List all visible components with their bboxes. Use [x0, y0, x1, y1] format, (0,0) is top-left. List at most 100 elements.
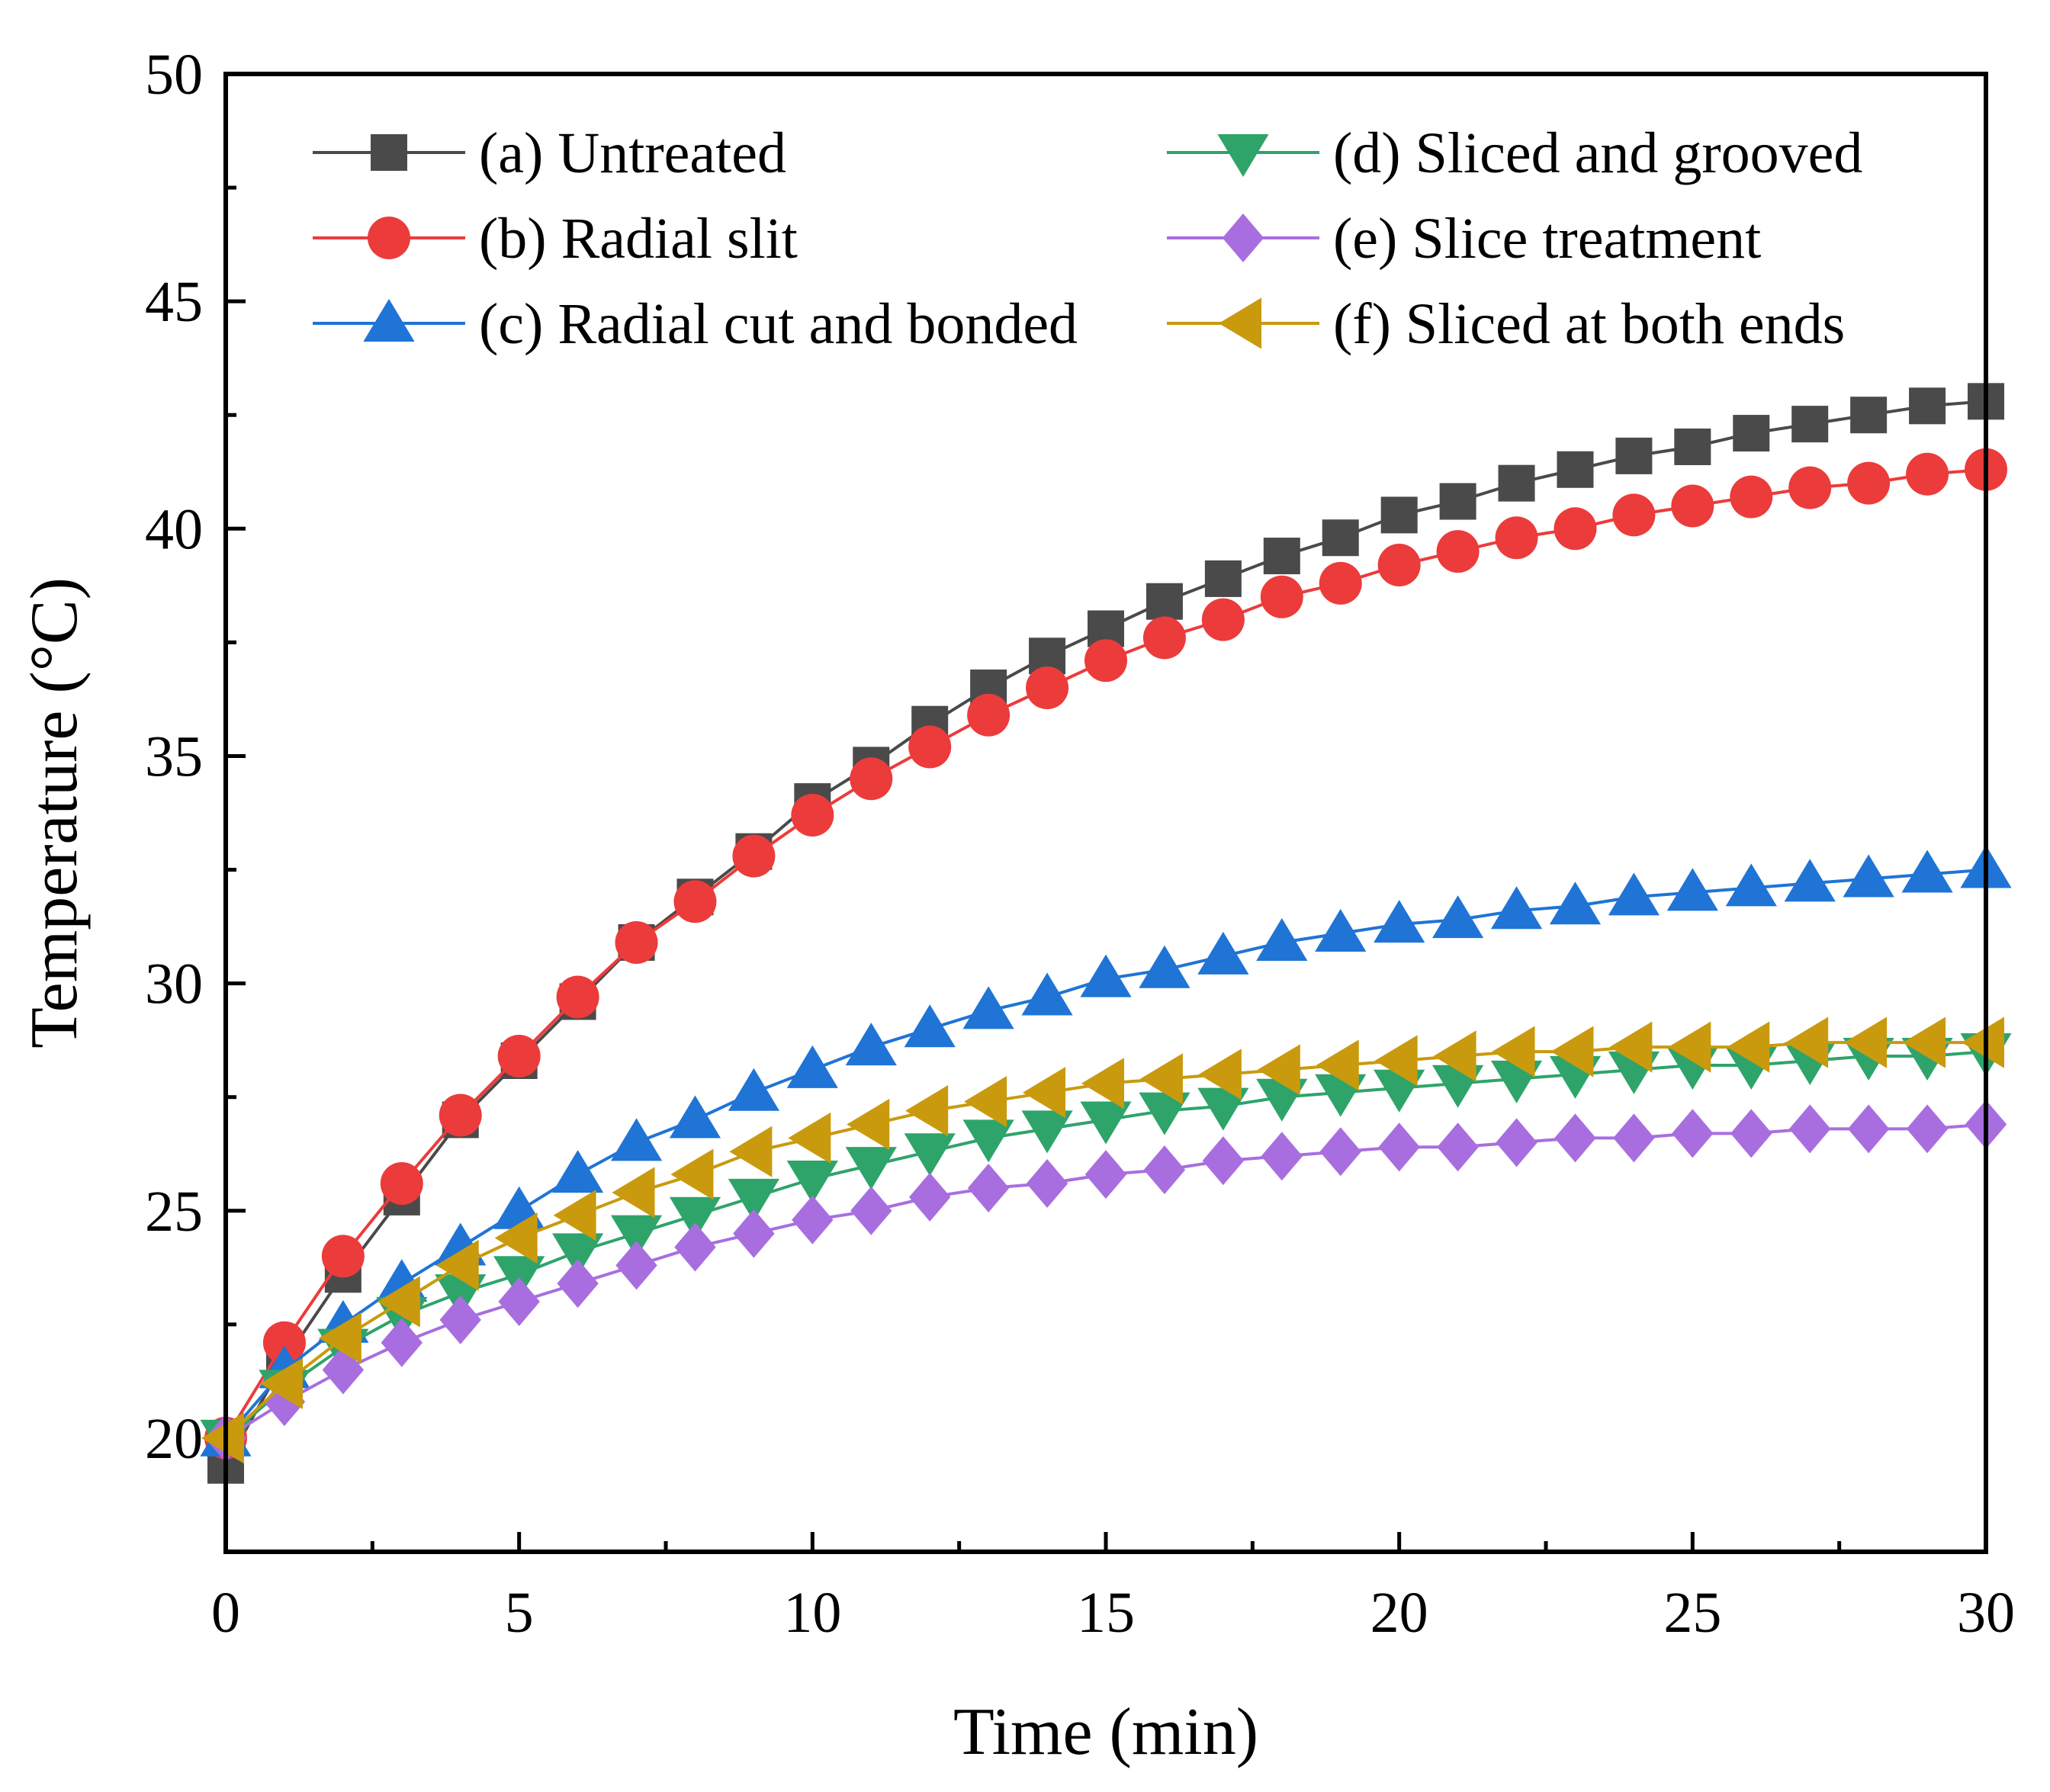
data-point — [1436, 530, 1480, 573]
data-point — [557, 1259, 599, 1309]
legend-label: (b) Radial slit — [479, 207, 798, 271]
data-point — [908, 725, 952, 769]
data-point — [1319, 561, 1362, 605]
data-point — [1021, 1110, 1073, 1154]
data-point — [1901, 849, 1953, 893]
legend-item: (c) Radial cut and bonded — [313, 292, 1078, 356]
data-point — [1671, 484, 1714, 528]
data-point — [552, 1233, 604, 1277]
data-point — [1023, 1067, 1066, 1119]
legend-marker — [1217, 134, 1269, 177]
data-point — [1319, 1127, 1361, 1177]
x-tick-label: 15 — [1077, 1581, 1135, 1645]
data-point — [1433, 1030, 1476, 1082]
y-tick-label: 40 — [145, 497, 203, 561]
data-point — [1730, 475, 1773, 519]
data-point — [1374, 1035, 1418, 1087]
data-point — [1847, 1104, 1890, 1154]
data-point — [1315, 909, 1367, 952]
data-point — [610, 1118, 663, 1161]
legend-marker — [1222, 214, 1264, 262]
legend-marker — [363, 299, 415, 342]
data-point — [1727, 1021, 1770, 1073]
data-point — [1495, 516, 1538, 560]
data-point — [1554, 507, 1597, 551]
data-point — [1142, 616, 1186, 660]
x-tick-label: 10 — [783, 1581, 841, 1645]
data-point — [1847, 461, 1891, 505]
data-point — [732, 834, 776, 878]
data-point — [1080, 1101, 1132, 1145]
data-point — [1261, 1132, 1303, 1181]
data-point — [612, 1167, 655, 1219]
data-point — [669, 1095, 721, 1138]
data-point — [1554, 1113, 1596, 1163]
data-point — [1260, 575, 1303, 618]
data-point — [1608, 872, 1660, 916]
data-point — [1672, 1109, 1714, 1158]
data-point — [318, 1312, 361, 1364]
data-point — [439, 1094, 482, 1137]
data-point — [1962, 1016, 2004, 1068]
legend-label: (c) Radial cut and bonded — [479, 292, 1078, 356]
data-point — [850, 1186, 892, 1235]
y-tick-label: 50 — [145, 43, 203, 107]
data-point — [1377, 544, 1421, 587]
data-point — [1080, 954, 1132, 997]
data-point — [1844, 1016, 1888, 1068]
data-point — [847, 1098, 890, 1151]
data-point — [1666, 868, 1718, 911]
x-tick-label: 5 — [505, 1581, 534, 1645]
x-tick-label: 30 — [1957, 1581, 2015, 1645]
data-point — [1026, 666, 1069, 710]
data-point — [1498, 464, 1535, 502]
data-point — [439, 1295, 481, 1344]
data-point — [905, 1084, 949, 1137]
data-point — [380, 1161, 423, 1205]
legend-item: (d) Sliced and grooved — [1167, 121, 1862, 185]
x-tick-label: 0 — [211, 1581, 240, 1645]
data-point — [845, 1023, 897, 1066]
data-point — [1322, 519, 1359, 557]
data-point — [674, 1222, 716, 1272]
data-point — [962, 986, 1014, 1029]
data-point — [728, 1178, 779, 1222]
data-point — [1612, 493, 1656, 537]
data-point — [610, 1215, 663, 1258]
data-point — [850, 757, 893, 801]
data-point — [962, 1119, 1014, 1163]
data-point — [1143, 1145, 1186, 1195]
data-point — [1380, 496, 1418, 534]
data-point — [1490, 886, 1543, 930]
data-point — [1021, 972, 1073, 1016]
data-point — [791, 793, 834, 837]
data-point — [1788, 466, 1832, 509]
legend-item: (e) Slice treatment — [1167, 207, 1761, 271]
legend-marker — [371, 134, 407, 171]
data-point — [733, 1209, 775, 1258]
y-axis-title: Temperature (°C) — [18, 577, 92, 1049]
data-point — [909, 1172, 951, 1222]
y-tick-label: 35 — [145, 724, 203, 788]
data-point — [1437, 1122, 1479, 1172]
data-point — [1843, 854, 1894, 898]
legend-marker — [368, 217, 410, 259]
data-point — [786, 1045, 838, 1088]
data-point — [1668, 1021, 1711, 1073]
plot-frame — [223, 72, 1988, 1554]
data-point — [967, 693, 1011, 737]
data-point — [904, 1133, 956, 1177]
data-point — [1550, 1026, 1594, 1077]
data-point — [967, 1163, 1010, 1212]
data-point — [259, 1357, 303, 1409]
y-tick-label: 25 — [145, 1180, 203, 1244]
data-point — [1615, 437, 1653, 474]
data-point — [1378, 1122, 1420, 1172]
legend: (a) Untreated (b) Radial slit (c) Radial c… — [313, 121, 1862, 356]
data-point — [1202, 1136, 1245, 1186]
data-point — [615, 920, 658, 964]
data-point — [1197, 1087, 1249, 1131]
data-point — [1201, 598, 1245, 641]
legend-item: (b) Radial slit — [313, 207, 798, 271]
